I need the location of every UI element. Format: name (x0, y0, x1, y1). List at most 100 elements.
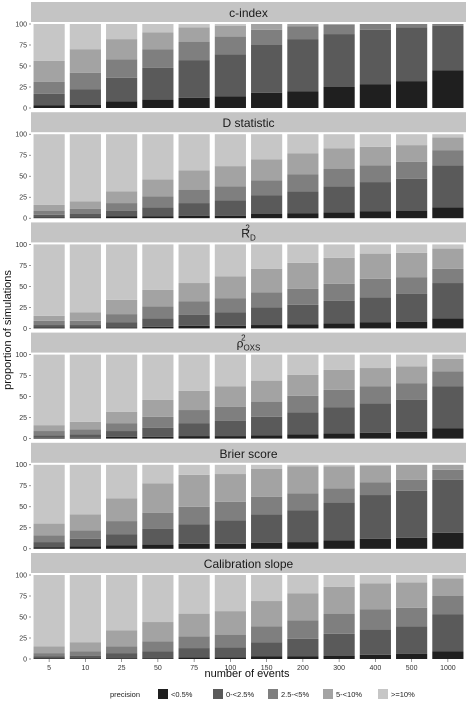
bar-segment-<0.5% (432, 532, 464, 549)
bar-segment-0-<2.5% (359, 629, 391, 655)
bar-segment->=10% (214, 354, 246, 387)
bar-segment-5-<10% (251, 159, 283, 181)
bar-segment-5-<10% (359, 583, 391, 610)
bar-segment-0-<2.5% (142, 427, 174, 437)
bar-segment->=10% (106, 464, 138, 499)
bar-segment-2.5-<5% (214, 406, 246, 421)
bar-segment-<0.5% (251, 542, 283, 549)
bar-segment-2.5-<5% (142, 641, 174, 652)
bar-segment-0-<2.5% (359, 403, 391, 433)
panel-strip-label: c-index (229, 6, 268, 20)
bar-segment->=10% (396, 134, 428, 146)
bar-segment-2.5-<5% (359, 609, 391, 630)
bar-segment-2.5-<5% (33, 431, 65, 436)
bar-segment-2.5-<5% (396, 479, 428, 491)
x-tick-label: 150 (261, 665, 273, 672)
bar-segment-5-<10% (142, 179, 174, 197)
panel-2: RD2 0 25 50 75 100 (15, 222, 466, 333)
bar-segment-2.5-<5% (33, 320, 65, 326)
bar-segment-2.5-<5% (69, 530, 101, 539)
bar-segment->=10% (33, 244, 65, 316)
bar-segment-0-<2.5% (359, 29, 391, 85)
bar-segment->=10% (359, 354, 391, 369)
bar-segment-0-<2.5% (323, 633, 355, 656)
bar-segment-<0.5% (178, 543, 210, 549)
bar-segment-2.5-<5% (142, 49, 174, 68)
bar-segment->=10% (142, 575, 174, 623)
bar-segment-<0.5% (106, 327, 138, 329)
bar-segment-<0.5% (142, 436, 174, 439)
bar-segment-5-<10% (396, 145, 428, 162)
bar-segment-0-<2.5% (214, 520, 246, 544)
bar-segment-2.5-<5% (106, 59, 138, 78)
bar-segment->=10% (69, 575, 101, 643)
bar-segment-<0.5% (33, 327, 65, 329)
bar-segment-0-<2.5% (251, 514, 283, 543)
bar-segment-5-<10% (359, 146, 391, 166)
y-tick-label: 25 (19, 635, 27, 642)
bar-segment-0-<2.5% (323, 407, 355, 434)
bar-segment->=10% (33, 134, 65, 205)
y-tick-label: 0 (23, 656, 27, 663)
bar-segment-5-<10% (106, 630, 138, 647)
bar-segment-5-<10% (432, 358, 464, 372)
panel-strip (31, 112, 466, 133)
bar-segment-5-<10% (178, 27, 210, 42)
bar-segment-2.5-<5% (142, 512, 174, 529)
bar-segment-5-<10% (142, 483, 174, 513)
y-tick-label: 75 (19, 153, 27, 160)
bar-segment->=10% (178, 464, 210, 475)
bar-segment-5-<10% (432, 464, 464, 470)
bar-segment->=10% (142, 354, 174, 400)
bar-segment-5-<10% (33, 646, 65, 654)
bar-segment-<0.5% (359, 432, 391, 439)
bar-segment-2.5-<5% (142, 416, 174, 428)
bar-segment->=10% (323, 244, 355, 258)
bar-segment-<0.5% (323, 87, 355, 108)
bar-segment-<0.5% (214, 96, 246, 108)
x-tick-label: 25 (118, 665, 126, 672)
bar-segment-0-<2.5% (142, 207, 174, 217)
bar-segment-0-<2.5% (33, 542, 65, 548)
bar-segment->=10% (214, 134, 246, 167)
bar-segment->=10% (69, 354, 101, 422)
bar-segment-2.5-<5% (396, 607, 428, 627)
x-tick-label: 400 (370, 665, 382, 672)
legend-swatch (268, 689, 278, 699)
bar-segment-2.5-<5% (251, 496, 283, 515)
bar-segment-5-<10% (214, 166, 246, 187)
bar-segment-2.5-<5% (214, 186, 246, 201)
bar-segment-5-<10% (323, 24, 355, 25)
bar-segment-2.5-<5% (359, 386, 391, 404)
bar-segment-5-<10% (33, 60, 65, 82)
bar-segment->=10% (251, 354, 283, 381)
bar-segment-5-<10% (287, 262, 319, 289)
x-tick-label: 500 (406, 665, 418, 672)
legend-item: >=10% (378, 689, 415, 699)
y-tick-label: 75 (19, 42, 27, 49)
bar-segment-2.5-<5% (33, 81, 65, 94)
bar-segment-0-<2.5% (359, 297, 391, 323)
y-tick-label: 100 (15, 242, 27, 249)
bar-segment-2.5-<5% (251, 29, 283, 45)
bar-segment-5-<10% (396, 464, 428, 480)
bar-segment-0-<2.5% (287, 304, 319, 325)
bar-segment-5-<10% (432, 578, 464, 596)
bar-segment-2.5-<5% (178, 189, 210, 204)
panel-strip (31, 442, 466, 463)
bar-segment-0-<2.5% (106, 431, 138, 437)
bar-segment-5-<10% (178, 170, 210, 190)
panel-strip-label: D statistic (222, 116, 274, 130)
bar-segment-2.5-<5% (214, 298, 246, 313)
bar-segment->=10% (33, 464, 65, 524)
bar-segment->=10% (359, 244, 391, 254)
x-tick-label: 75 (190, 665, 198, 672)
bar-segment-<0.5% (251, 656, 283, 659)
bar-segment-2.5-<5% (69, 651, 101, 656)
x-axis: 5 10 25 50 75 100 150 200 300 400 500 1000 (47, 659, 456, 672)
bar-segment->=10% (214, 575, 246, 612)
bar-segment-<0.5% (106, 436, 138, 439)
bar-segment-<0.5% (214, 215, 246, 219)
bar-segment-0-<2.5% (323, 34, 355, 87)
bar-segment-2.5-<5% (396, 277, 428, 294)
